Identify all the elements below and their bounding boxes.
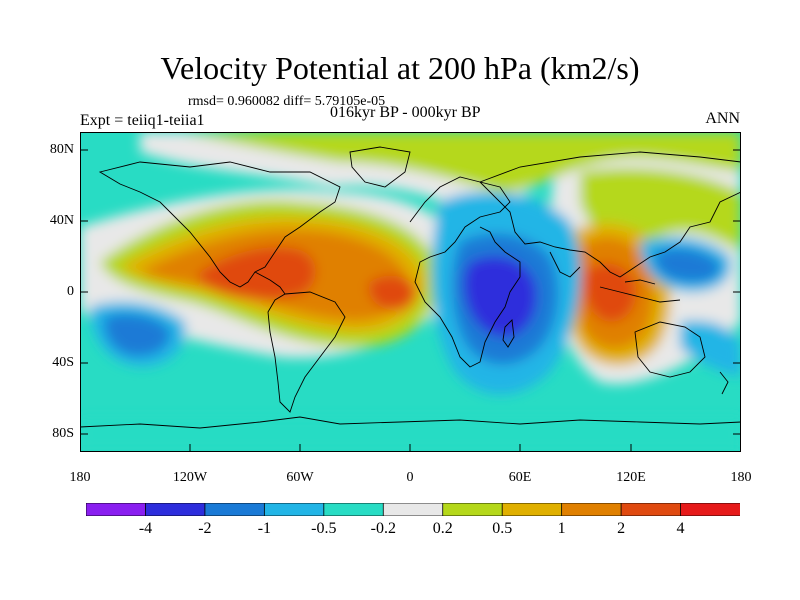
colorbar-label: -0.2 xyxy=(370,520,396,537)
stats-label: rmsd= 0.960082 diff= 5.79105e-05 xyxy=(188,94,386,109)
colorbar-label: 1 xyxy=(557,520,566,537)
coastlines xyxy=(80,146,741,429)
x-tick-label: 180 xyxy=(730,470,752,485)
colorbar-label: -4 xyxy=(138,520,153,537)
colorbar-swatch xyxy=(204,503,266,516)
x-tick-label: 120W xyxy=(172,470,208,485)
colorbar-label: -0.5 xyxy=(311,520,337,537)
colorbar-swatch xyxy=(501,503,563,516)
colorbar-label: 2 xyxy=(617,520,626,537)
x-tick-label: 180 xyxy=(69,470,91,485)
x-tick-label: 120E xyxy=(616,470,646,485)
colorbar-swatch xyxy=(620,503,682,516)
map-panel xyxy=(80,132,741,452)
colorbar-label: 0.2 xyxy=(432,520,453,537)
colorbar xyxy=(86,503,740,516)
colorbar-swatch xyxy=(442,503,504,516)
colorbar-swatch xyxy=(263,503,325,516)
colorbar-label: -1 xyxy=(257,520,272,537)
y-tick-label: 40N xyxy=(49,213,74,228)
x-tick-label: 0 xyxy=(406,470,414,485)
season-label: ANN xyxy=(705,110,740,127)
x-tick-label: 60E xyxy=(508,470,532,485)
contour-fields xyxy=(80,132,741,452)
y-tick-label: 80S xyxy=(52,426,74,441)
velocity-potential-map xyxy=(80,132,741,452)
colorbar-label: 0.5 xyxy=(492,520,513,537)
colorbar-swatch xyxy=(680,503,740,516)
axis-ticks xyxy=(80,149,741,452)
colorbar-label: -2 xyxy=(198,520,212,537)
y-tick-label: 80N xyxy=(49,142,74,157)
x-tick-label: 60W xyxy=(286,470,314,485)
colorbar-swatch xyxy=(561,503,622,516)
colorbar-swatch xyxy=(145,503,206,516)
colorbar-swatch xyxy=(323,503,385,516)
y-tick-label: 40S xyxy=(52,355,74,370)
colorbar-swatch xyxy=(382,503,444,516)
colorbar-swatch xyxy=(86,503,147,516)
colorbar-label: 4 xyxy=(676,520,685,537)
plot-title: Velocity Potential at 200 hPa (km2/s) xyxy=(160,50,640,86)
y-tick-label: 0 xyxy=(67,284,74,299)
period-label: 016kyr BP - 000kyr BP xyxy=(330,104,481,121)
experiment-label: Expt = teiiq1-teiia1 xyxy=(80,112,205,129)
